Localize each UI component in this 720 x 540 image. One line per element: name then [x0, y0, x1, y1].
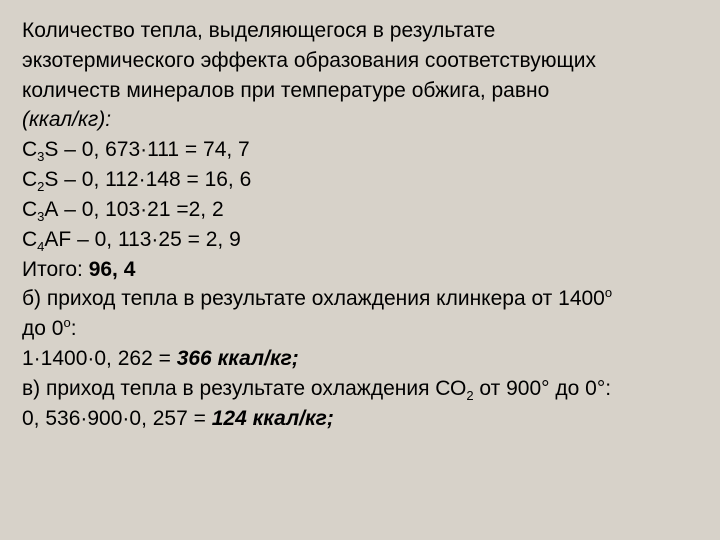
para-line-1: Количество тепла, выделяющегося в резуль…	[22, 16, 698, 46]
line-b-1: б) приход тепла в результате охлаждения …	[22, 284, 698, 314]
line-c3s: С3S – 0, 673·111 = 74, 7	[22, 135, 698, 165]
v-calc-a: 0, 536·900·0, 257 =	[22, 407, 212, 430]
c3a-rest: А – 0, 103·21 =2, 2	[44, 198, 223, 221]
line-v-calc: 0, 536·900·0, 257 = 124 ккал/кг;	[22, 404, 698, 434]
para-line-3: количеств минералов при температуре обжи…	[22, 76, 698, 106]
itogo-value: 96, 4	[89, 258, 136, 281]
c4af-prefix: С	[22, 228, 37, 251]
c4af-rest: АF – 0, 113·25 = 2, 9	[44, 228, 240, 251]
line-v-1: в) приход тепла в результате охлаждения …	[22, 374, 698, 404]
b-calc-a: 1·1400·0, 262 =	[22, 347, 177, 370]
line-itogo: Итого: 96, 4	[22, 255, 698, 285]
line-b-2: до 0о:	[22, 314, 698, 344]
itogo-label: Итого:	[22, 258, 89, 281]
line-b-calc: 1·1400·0, 262 = 366 ккал/кг;	[22, 344, 698, 374]
para-line-2: экзотермического эффекта образования соо…	[22, 46, 698, 76]
b-text-2a: до 0	[22, 317, 63, 340]
b-sup-2: о	[63, 315, 70, 330]
c3a-prefix: С	[22, 198, 37, 221]
b-text-1: б) приход тепла в результате охлаждения …	[22, 287, 605, 310]
b-text-2c: :	[71, 317, 77, 340]
b-calc-b: 366 ккал/кг;	[177, 347, 299, 370]
line-c4af: С4АF – 0, 113·25 = 2, 9	[22, 225, 698, 255]
line-c3a: С3А – 0, 103·21 =2, 2	[22, 195, 698, 225]
c3s-prefix: С	[22, 138, 37, 161]
c3s-rest: S – 0, 673·111 = 74, 7	[44, 138, 249, 161]
v-calc-b: 124 ккал/кг;	[212, 407, 334, 430]
slide: Количество тепла, выделяющегося в резуль…	[0, 0, 720, 540]
c2s-rest: S – 0, 112·148 = 16, 6	[44, 168, 251, 191]
c2s-prefix: С	[22, 168, 37, 191]
b-sup-1: о	[605, 285, 612, 300]
line-c2s: С2S – 0, 112·148 = 16, 6	[22, 165, 698, 195]
v-text-a: в) приход тепла в результате охлаждения …	[22, 377, 466, 400]
v-sub: 2	[466, 388, 473, 403]
v-text-b: от 900° до 0°:	[474, 377, 611, 400]
para-line-4: (ккал/кг):	[22, 105, 698, 135]
